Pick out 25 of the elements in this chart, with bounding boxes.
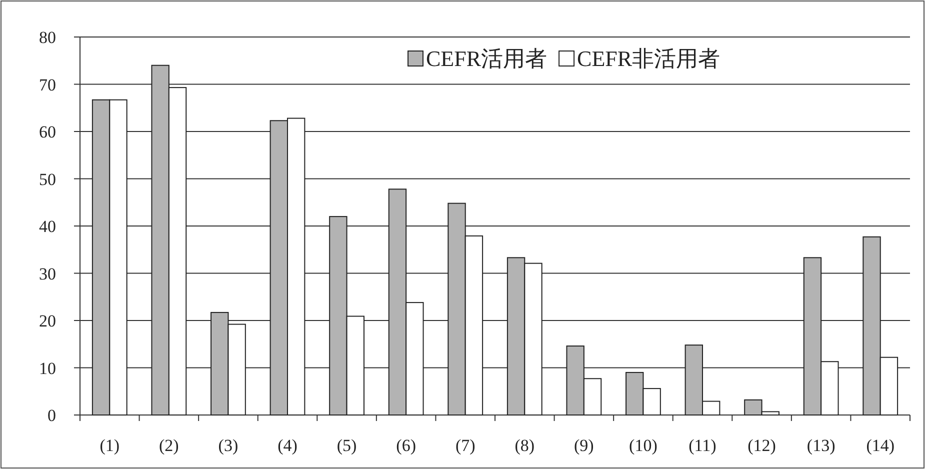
y-tick-label: 20 bbox=[39, 312, 56, 330]
x-tick-label: (5) bbox=[336, 436, 357, 455]
y-tick-label: 0 bbox=[48, 406, 56, 425]
x-tick-label: (9) bbox=[574, 436, 594, 455]
x-tick-label: (14) bbox=[866, 436, 895, 455]
y-tick-label: 70 bbox=[39, 75, 56, 94]
x-tick-label: (6) bbox=[396, 436, 416, 455]
x-tick-label: (7) bbox=[455, 436, 476, 455]
y-tick-label: 30 bbox=[39, 264, 56, 284]
x-tick-label: (2) bbox=[159, 436, 179, 455]
legend-label: CEFR活用者 bbox=[426, 46, 548, 71]
y-tick-label: 60 bbox=[39, 122, 56, 142]
x-tick-label: (10) bbox=[629, 436, 658, 455]
y-tick-label: 40 bbox=[39, 217, 56, 236]
y-tick-label: 10 bbox=[39, 358, 56, 378]
x-tick-label: (8) bbox=[514, 436, 535, 455]
legend-label: CEFR非活用者 bbox=[577, 46, 720, 71]
x-tick-label: (12) bbox=[748, 436, 776, 455]
x-tick-label: (4) bbox=[278, 436, 298, 455]
x-tick-label: (13) bbox=[806, 436, 836, 455]
y-tick-label: 50 bbox=[39, 170, 56, 189]
x-tick-label: (11) bbox=[688, 436, 716, 455]
x-tick-label: (3) bbox=[218, 436, 238, 455]
x-tick-label: (1) bbox=[100, 436, 120, 455]
y-tick-label: 80 bbox=[39, 28, 56, 47]
